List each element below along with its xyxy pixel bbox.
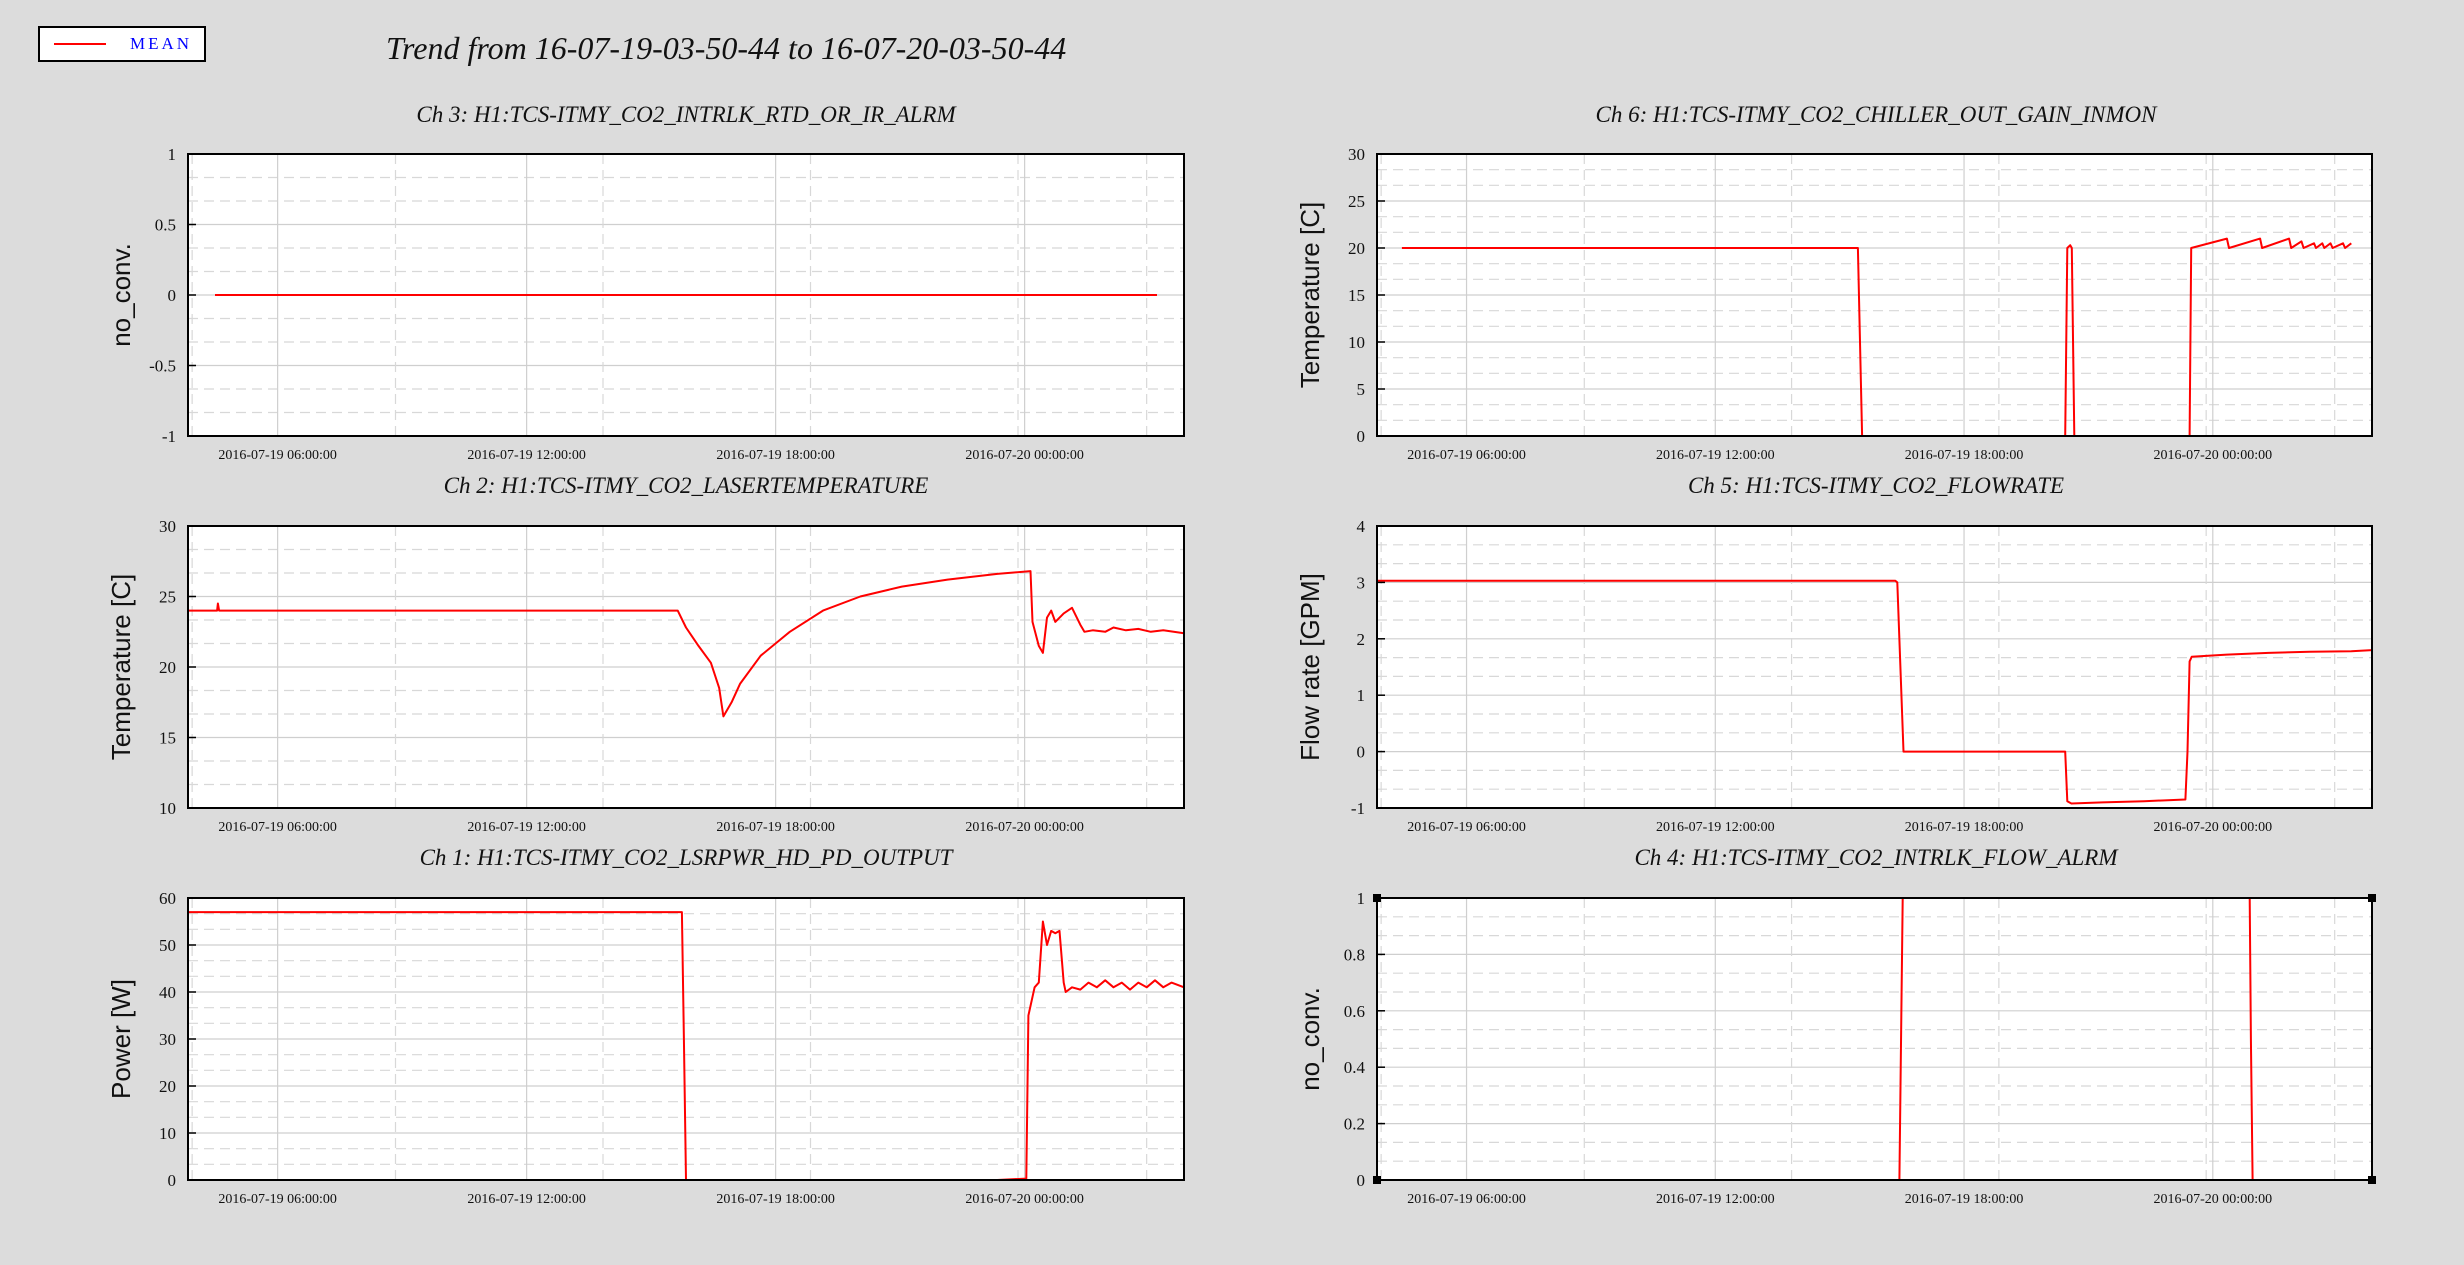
- y-tick-label: 0: [168, 286, 177, 305]
- selection-handle: [2368, 1176, 2376, 1184]
- y-tick-label: 0.5: [155, 216, 176, 235]
- y-tick-label: 0.6: [1344, 1002, 1365, 1021]
- y-tick-label: 50: [159, 936, 176, 955]
- x-tick-label: 2016-07-19 06:00:00: [1407, 1192, 1526, 1207]
- x-tick-label: 2016-07-19 18:00:00: [1905, 1192, 2024, 1207]
- y-axis-label: Power [W]: [106, 979, 136, 1099]
- y-tick-label: 25: [1348, 192, 1365, 211]
- y-tick-label: 5: [1357, 380, 1366, 399]
- y-tick-label: 0: [1357, 743, 1366, 762]
- y-tick-label: -0.5: [149, 357, 176, 376]
- y-tick-label: 25: [159, 588, 176, 607]
- y-tick-label: 30: [159, 517, 176, 536]
- page-title: Trend from 16-07-19-03-50-44 to 16-07-20…: [386, 30, 1067, 66]
- y-tick-label: 40: [159, 983, 176, 1002]
- y-tick-label: 2: [1357, 630, 1366, 649]
- x-tick-label: 2016-07-19 06:00:00: [218, 1192, 337, 1207]
- x-tick-label: 2016-07-19 12:00:00: [1656, 1192, 1775, 1207]
- x-tick-label: 2016-07-20 00:00:00: [2153, 1192, 2272, 1207]
- panel-title-ch3: Ch 3: H1:TCS-ITMY_CO2_INTRLK_RTD_OR_IR_A…: [416, 102, 956, 127]
- x-tick-label: 2016-07-19 12:00:00: [467, 1192, 586, 1207]
- x-tick-label: 2016-07-20 00:00:00: [965, 1192, 1084, 1207]
- x-tick-label: 2016-07-19 18:00:00: [1905, 448, 2024, 463]
- y-tick-label: 30: [159, 1030, 176, 1049]
- chart-ch5: -1 0 1 2 3 4 2016-07-19 06:00:00 2016-07-19 12:…: [1295, 517, 2373, 835]
- chart-ch3: -1 -0.5 0 0.5 1 2016-07-19 06:00:00 2016-07-19…: [106, 145, 1185, 463]
- plot-frame: [1376, 525, 2373, 809]
- panel-title-ch1: Ch 1: H1:TCS-ITMY_CO2_LSRPWR_HD_PD_OUTPU…: [419, 845, 953, 870]
- y-tick-label: 20: [159, 1077, 176, 1096]
- y-tick-label: 1: [168, 145, 177, 164]
- y-axis-label: Flow rate [GPM]: [1295, 573, 1325, 761]
- x-tick-label: 2016-07-20 00:00:00: [2153, 820, 2272, 835]
- chart-ch6: 0 5 10 15 20 25 30 2016-07-19 06:00:00 2016-07-1…: [1295, 145, 2373, 463]
- y-tick-label: 1: [1357, 686, 1366, 705]
- y-tick-label: 0: [1357, 1171, 1366, 1190]
- x-tick-label: 2016-07-19 18:00:00: [716, 820, 835, 835]
- y-tick-label: 20: [1348, 239, 1365, 258]
- plot-frame: [1376, 897, 2373, 1181]
- chart-ch4: 0 0.2 0.4 0.6 0.8 1 2016-07-19 06:00:00 2016-07…: [1295, 889, 2376, 1207]
- y-tick-label: -1: [162, 427, 176, 446]
- y-tick-label: 10: [1348, 333, 1365, 352]
- x-tick-label: 2016-07-19 18:00:00: [716, 1192, 835, 1207]
- x-tick-label: 2016-07-19 12:00:00: [467, 820, 586, 835]
- x-tick-label: 2016-07-19 12:00:00: [1656, 820, 1775, 835]
- y-tick-label: 0: [1357, 427, 1366, 446]
- panel-title-ch4: Ch 4: H1:TCS-ITMY_CO2_INTRLK_FLOW_ALRM: [1634, 845, 2118, 870]
- x-tick-label: 2016-07-20 00:00:00: [965, 448, 1084, 463]
- series-line-ch2: [188, 570, 1185, 718]
- y-tick-label: 0.2: [1344, 1115, 1365, 1134]
- y-tick-label: 0: [168, 1171, 177, 1190]
- x-tick-label: 2016-07-19 06:00:00: [1407, 448, 1526, 463]
- selection-handle: [1373, 894, 1381, 902]
- y-tick-label: -1: [1351, 799, 1365, 818]
- panel-title-ch2: Ch 2: H1:TCS-ITMY_CO2_LASERTEMPERATURE: [443, 473, 929, 498]
- selection-handle: [2368, 894, 2376, 902]
- y-tick-label: 15: [1348, 286, 1365, 305]
- series-line-ch6: [1401, 237, 2352, 437]
- plot-area: [1377, 898, 2372, 1180]
- y-axis-label: Temperature [C]: [106, 574, 136, 760]
- y-tick-label: 15: [159, 729, 176, 748]
- y-tick-label: 10: [159, 1124, 176, 1143]
- legend-line-swatch: [54, 43, 106, 45]
- chart-ch2: 10 15 20 25 30 2016-07-19 06:00:00 2016-07-19 …: [106, 517, 1185, 835]
- x-tick-label: 2016-07-19 18:00:00: [1905, 820, 2024, 835]
- y-tick-label: 1: [1357, 889, 1366, 908]
- x-tick-label: 2016-07-20 00:00:00: [965, 820, 1084, 835]
- x-tick-label: 2016-07-19 06:00:00: [218, 448, 337, 463]
- series-line-ch1: [188, 911, 1185, 1181]
- plot-area: [1377, 526, 2372, 808]
- selection-handle: [1373, 1176, 1381, 1184]
- x-tick-label: 2016-07-19 18:00:00: [716, 448, 835, 463]
- x-tick-label: 2016-07-19 12:00:00: [467, 448, 586, 463]
- y-axis-label: Temperature [C]: [1295, 202, 1325, 388]
- chart-ch1: 0 10 20 30 40 50 60 2016-07-19 06:00:00 2016-07-…: [106, 889, 1185, 1207]
- y-axis-label: no_conv.: [106, 243, 136, 347]
- x-tick-label: 2016-07-19 06:00:00: [218, 820, 337, 835]
- panel-title-ch6: Ch 6: H1:TCS-ITMY_CO2_CHILLER_OUT_GAIN_I…: [1595, 102, 2157, 127]
- y-tick-label: 0.4: [1344, 1058, 1366, 1077]
- y-tick-label: 20: [159, 658, 176, 677]
- x-tick-label: 2016-07-20 00:00:00: [2153, 448, 2272, 463]
- y-axis-label: no_conv.: [1295, 987, 1325, 1091]
- x-tick-label: 2016-07-19 06:00:00: [1407, 820, 1526, 835]
- y-tick-label: 0.8: [1344, 945, 1365, 964]
- y-tick-label: 30: [1348, 145, 1365, 164]
- y-tick-label: 3: [1357, 573, 1366, 592]
- legend-label: MEAN: [130, 34, 193, 53]
- y-tick-label: 10: [159, 799, 176, 818]
- series-line-ch5: [1377, 579, 2373, 805]
- x-tick-label: 2016-07-19 12:00:00: [1656, 448, 1775, 463]
- legend-box: MEAN: [38, 26, 206, 62]
- y-tick-label: 60: [159, 889, 176, 908]
- panel-title-ch5: Ch 5: H1:TCS-ITMY_CO2_FLOWRATE: [1687, 473, 2065, 498]
- y-tick-label: 4: [1357, 517, 1366, 536]
